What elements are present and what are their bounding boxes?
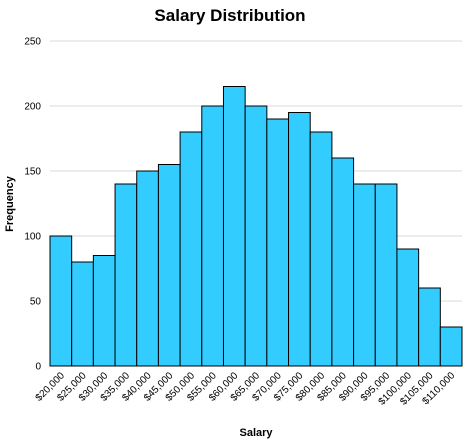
x-axis-label: Salary	[239, 427, 273, 439]
chart-title: Salary Distribution	[154, 6, 305, 25]
histogram-bar	[374, 183, 398, 367]
histogram-bar	[136, 170, 159, 367]
y-tick-label: 0	[35, 362, 41, 373]
y-tick-label: 50	[30, 297, 42, 308]
histogram-bar	[179, 131, 203, 367]
histogram-bar	[418, 287, 441, 367]
y-tick-label: 100	[24, 232, 41, 243]
histogram-bar	[288, 112, 311, 367]
histogram-bar	[353, 183, 376, 367]
histogram-bar	[71, 261, 94, 367]
x-tick-labels: $20,000$25,000$30,000$35,000$40,000$45,0…	[34, 370, 458, 408]
histogram-bar	[49, 235, 73, 367]
histogram-bar	[244, 105, 268, 367]
y-tick-labels: 0 50 100 150 200 250	[24, 37, 41, 373]
y-tick-label: 150	[24, 167, 41, 178]
y-tick-label: 250	[24, 37, 41, 48]
histogram-bar	[309, 131, 333, 367]
histogram-bar	[92, 255, 116, 367]
y-tick-label: 200	[24, 102, 41, 113]
histogram-bar	[157, 164, 181, 367]
histogram-bar	[201, 105, 224, 367]
histogram-bar	[439, 326, 463, 367]
histogram-bar	[266, 118, 290, 367]
histogram-bar	[222, 86, 246, 367]
histogram-bar	[331, 157, 355, 367]
y-axis-label: Frequency	[4, 175, 16, 232]
bars	[49, 86, 463, 367]
histogram-bar	[396, 248, 420, 367]
histogram-bar	[114, 183, 138, 367]
